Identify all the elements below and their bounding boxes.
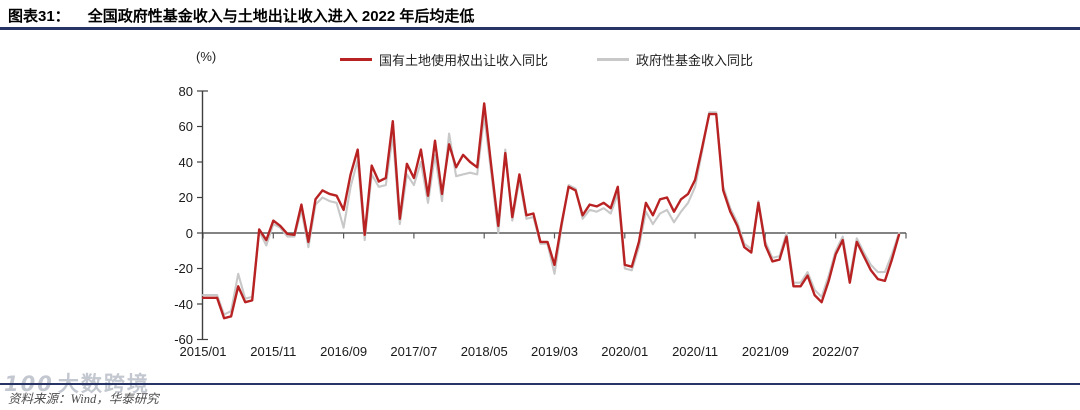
y-tick-label: -20 bbox=[174, 261, 193, 276]
legend-line-swatch-red bbox=[340, 58, 372, 61]
footer-rule bbox=[0, 383, 1080, 385]
x-tick-label: 2020/01 bbox=[601, 344, 649, 359]
y-tick-label: -40 bbox=[174, 296, 193, 312]
x-tick-label: 2019/03 bbox=[531, 344, 578, 359]
series-line-govt-fund bbox=[201, 111, 901, 316]
y-tick-label: 20 bbox=[178, 190, 193, 205]
legend-item-land-revenue: 国有土地使用权出让收入同比 bbox=[340, 50, 548, 69]
x-tick-label: 2015/11 bbox=[250, 344, 297, 359]
x-tick-label: 2015/01 bbox=[179, 344, 227, 359]
y-tick-label: 80 bbox=[178, 83, 193, 99]
title-underline-rule bbox=[0, 27, 1080, 30]
legend-label: 政府性基金收入同比 bbox=[636, 53, 754, 68]
legend-line-swatch-gray bbox=[597, 58, 629, 61]
x-tick-label: 2017/07 bbox=[390, 344, 438, 359]
y-axis-unit-label: (%) bbox=[196, 49, 217, 64]
y-tick-label: -60 bbox=[174, 332, 193, 347]
figure-number: 图表31： bbox=[8, 8, 70, 25]
legend-item-govt-fund: 政府性基金收入同比 bbox=[597, 50, 753, 69]
y-tick-label: 40 bbox=[178, 154, 193, 170]
x-tick-label: 2021/09 bbox=[741, 344, 789, 359]
x-tick-label: 2022/07 bbox=[812, 344, 860, 359]
y-tick-label: 0 bbox=[185, 225, 193, 241]
source-attribution: 资料来源：Wind，华泰研究 bbox=[8, 392, 159, 406]
x-tick-label: 2020/11 bbox=[672, 344, 719, 359]
series-line-land-revenue bbox=[201, 102, 901, 320]
figure-title-text: 全国政府性基金收入与土地出让收入进入 2022 年后均走低 bbox=[87, 8, 475, 25]
legend-label: 国有土地使用权出让收入同比 bbox=[379, 53, 549, 68]
x-tick-label: 2018/05 bbox=[460, 344, 508, 359]
y-tick-label: 60 bbox=[178, 119, 193, 134]
x-tick-label: 2016/09 bbox=[320, 344, 368, 359]
figure-title: 图表31： 全国政府性基金收入与土地出让收入进入 2022 年后均走低 bbox=[8, 5, 1072, 26]
